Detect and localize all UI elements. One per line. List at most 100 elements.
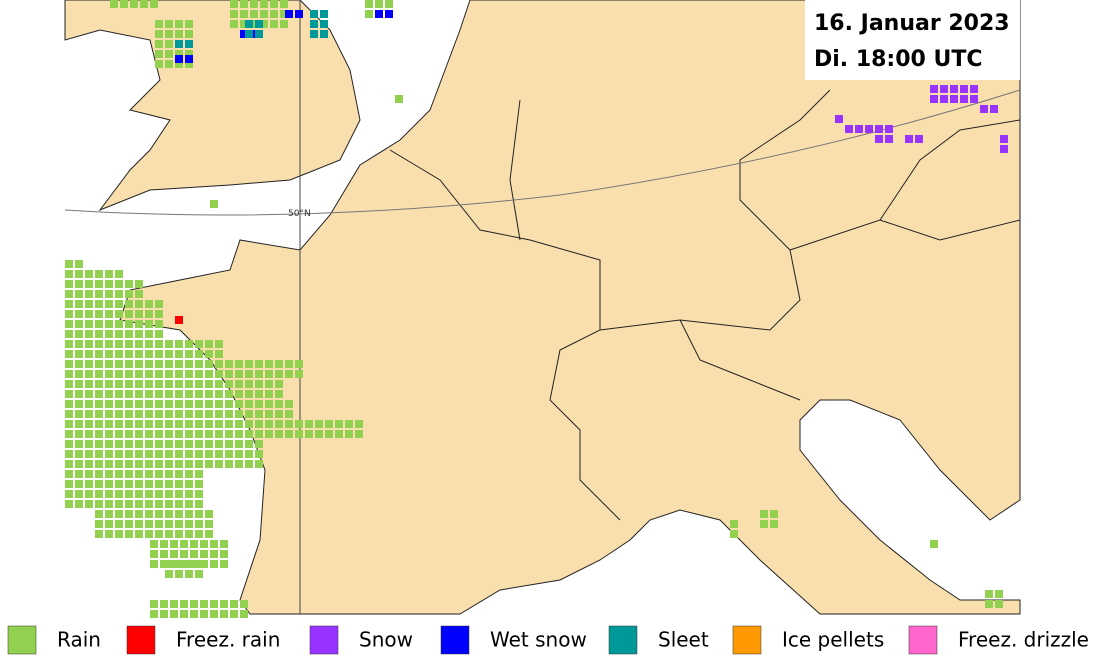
precip-cell <box>75 340 83 348</box>
precip-cell <box>85 270 93 278</box>
precip-cell <box>230 20 238 28</box>
precip-cell <box>205 380 213 388</box>
precip-cell <box>105 470 113 478</box>
precip-cell <box>155 340 163 348</box>
precip-cell <box>195 480 203 488</box>
precip-cell <box>320 30 328 38</box>
precip-cell <box>145 430 153 438</box>
precip-cell <box>115 460 123 468</box>
precip-cell <box>255 20 263 28</box>
precip-cell <box>225 450 233 458</box>
precip-cell <box>355 420 363 428</box>
precip-cell <box>195 370 203 378</box>
precip-cell <box>190 560 198 568</box>
precip-cell <box>95 390 103 398</box>
precip-cell <box>185 480 193 488</box>
precip-cell <box>315 420 323 428</box>
legend: Rain Freez. rain Snow Wet snow Sleet Ice pell… <box>7 625 1089 655</box>
precip-cell <box>115 510 123 518</box>
precip-cell <box>185 40 193 48</box>
precip-cell <box>105 460 113 468</box>
precip-cell <box>205 450 213 458</box>
precip-cell <box>195 560 203 568</box>
precip-cell <box>195 360 203 368</box>
precip-cell <box>115 300 123 308</box>
precip-cell <box>175 50 183 58</box>
precip-cell <box>160 540 168 548</box>
precip-cell <box>385 10 393 18</box>
precip-cell <box>75 450 83 458</box>
precip-cell <box>135 440 143 448</box>
precip-cell <box>105 280 113 288</box>
precip-cell <box>145 380 153 388</box>
legend-swatch <box>608 625 638 655</box>
precip-cell <box>210 610 218 618</box>
precip-cell <box>760 510 768 518</box>
precip-cell <box>250 20 258 28</box>
precip-cell <box>305 420 313 428</box>
precip-cell <box>105 290 113 298</box>
precip-cell <box>85 380 93 388</box>
precip-cell <box>65 400 73 408</box>
precip-cell <box>240 0 248 8</box>
precip-cell <box>235 430 243 438</box>
precip-cell <box>135 350 143 358</box>
precip-cell <box>195 510 203 518</box>
precip-cell <box>980 105 988 113</box>
precip-cell <box>95 480 103 488</box>
precip-cell <box>85 350 93 358</box>
precip-cell <box>125 370 133 378</box>
precip-cell <box>185 390 193 398</box>
precip-cell <box>185 500 193 508</box>
precip-cell <box>125 360 133 368</box>
precip-cell <box>145 440 153 448</box>
precip-cell <box>265 360 273 368</box>
precip-cell <box>255 410 263 418</box>
precip-cell <box>200 560 208 568</box>
precip-cell <box>185 380 193 388</box>
precip-cell <box>205 460 213 468</box>
precip-cell <box>95 500 103 508</box>
precip-cell <box>345 420 353 428</box>
precip-cell <box>205 420 213 428</box>
precip-cell <box>225 440 233 448</box>
precip-cell <box>145 340 153 348</box>
precip-cell <box>135 310 143 318</box>
precip-cell <box>145 370 153 378</box>
precip-cell <box>125 300 133 308</box>
precip-cell <box>135 290 143 298</box>
precip-cell <box>145 480 153 488</box>
precip-cell <box>770 520 778 528</box>
precip-cell <box>65 480 73 488</box>
precip-cell <box>65 500 73 508</box>
precip-cell <box>105 480 113 488</box>
precip-cell <box>95 340 103 348</box>
precip-cell <box>105 320 113 328</box>
precip-cell <box>125 330 133 338</box>
precip-cell <box>220 540 228 548</box>
precip-cell <box>240 10 248 18</box>
precip-cell <box>195 380 203 388</box>
precip-cell <box>730 530 738 538</box>
precip-cell <box>215 450 223 458</box>
precip-cell <box>115 270 123 278</box>
precip-cell <box>295 10 303 18</box>
precip-cell <box>175 530 183 538</box>
precip-cell <box>365 10 373 18</box>
precip-cell <box>905 135 913 143</box>
precip-cell <box>145 450 153 458</box>
precip-cell <box>145 360 153 368</box>
precip-cell <box>85 420 93 428</box>
precip-cell <box>115 480 123 488</box>
precip-cell <box>325 420 333 428</box>
precip-cell <box>205 510 213 518</box>
precip-cell <box>185 520 193 528</box>
precip-cell <box>385 0 393 8</box>
precip-cell <box>295 360 303 368</box>
precip-cell <box>220 610 228 618</box>
precip-cell <box>195 470 203 478</box>
precip-cell <box>225 390 233 398</box>
precip-cell <box>185 360 193 368</box>
precip-cell <box>285 410 293 418</box>
precip-cell <box>310 30 318 38</box>
